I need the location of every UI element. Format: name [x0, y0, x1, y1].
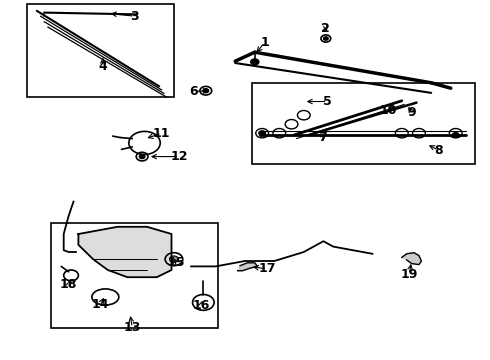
Text: 15: 15 — [168, 256, 185, 269]
Circle shape — [259, 131, 266, 136]
Text: 3: 3 — [130, 10, 139, 23]
Text: 11: 11 — [153, 127, 171, 140]
Text: 1: 1 — [260, 36, 269, 49]
Text: 16: 16 — [192, 299, 210, 312]
Text: 18: 18 — [60, 278, 77, 291]
Polygon shape — [402, 253, 421, 265]
Circle shape — [323, 37, 328, 40]
Bar — [252, 83, 475, 164]
Bar — [51, 223, 218, 328]
Text: 9: 9 — [407, 106, 416, 119]
Text: 19: 19 — [400, 268, 418, 281]
Circle shape — [170, 256, 178, 262]
Text: 8: 8 — [434, 144, 443, 157]
Polygon shape — [238, 263, 257, 271]
Bar — [27, 4, 174, 97]
Circle shape — [251, 59, 259, 65]
Polygon shape — [78, 227, 172, 277]
Text: 6: 6 — [189, 85, 198, 98]
Text: 5: 5 — [323, 95, 332, 108]
Circle shape — [203, 89, 209, 93]
Text: 10: 10 — [380, 104, 397, 117]
Text: 2: 2 — [321, 22, 330, 35]
Text: 4: 4 — [98, 60, 107, 73]
Circle shape — [139, 154, 145, 159]
Text: 7: 7 — [318, 131, 327, 144]
Text: 13: 13 — [123, 321, 141, 334]
Text: 12: 12 — [170, 150, 188, 163]
Text: 17: 17 — [258, 262, 276, 275]
Text: 14: 14 — [92, 298, 109, 311]
Circle shape — [452, 132, 459, 138]
